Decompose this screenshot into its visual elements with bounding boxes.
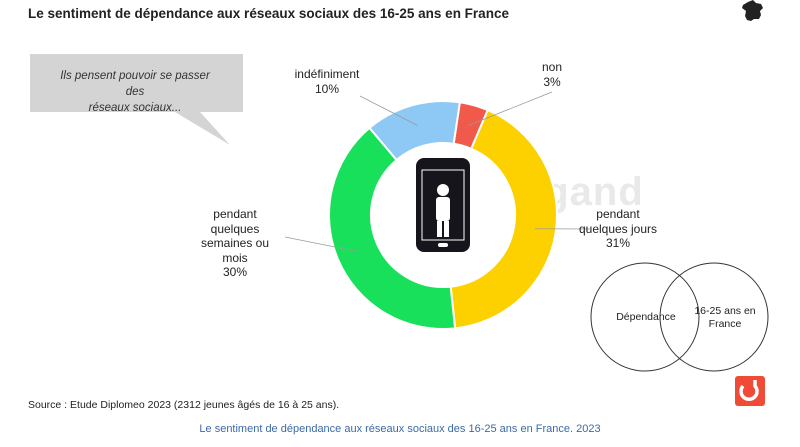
data-label-value: 30% xyxy=(222,265,248,279)
data-label-text: mois xyxy=(222,250,248,265)
data-label-text: pendant xyxy=(596,207,640,221)
brand-logo xyxy=(735,376,765,406)
data-label-1: pendant quelques jours 31% xyxy=(573,207,663,251)
data-label-text: non xyxy=(541,60,563,74)
speech-bubble-text: Ils pensent pouvoir se passer des réseau… xyxy=(50,68,220,116)
source-note: Source : Etude Diplomeo 2023 (2312 jeune… xyxy=(28,399,340,411)
donut-slice-2 xyxy=(328,126,457,330)
speech-bubble-line-2: réseaux sociaux... xyxy=(88,102,182,114)
chart-title: Le sentiment de dépendance aux réseaux s… xyxy=(28,6,509,21)
data-label-0: non 3% xyxy=(527,60,577,89)
data-label-text: quelques jours xyxy=(578,221,658,236)
venn-right-line-1: 16-25 ans en xyxy=(694,305,756,317)
data-label-3: indéfiniment 10% xyxy=(282,67,372,96)
venn-right-line-2: France xyxy=(708,318,742,330)
data-label-value: 3% xyxy=(543,74,561,89)
venn-right-label: 16-25 ans en France xyxy=(685,305,765,331)
data-label-text: pendant xyxy=(213,207,257,221)
data-label-value: 31% xyxy=(605,236,631,250)
leader-line-3 xyxy=(359,95,418,126)
leader-line-0 xyxy=(468,91,553,126)
speech-bubble-line-1: Ils pensent pouvoir se passer des xyxy=(60,70,210,98)
france-map-icon xyxy=(742,0,763,21)
data-label-text: quelques xyxy=(210,221,260,236)
data-label-value: 10% xyxy=(314,81,340,96)
donut-slice-3 xyxy=(368,100,461,162)
venn-diagram xyxy=(590,262,769,372)
venn-left-label: Dépendance xyxy=(616,311,676,323)
data-label-text: indéfiniment xyxy=(294,67,360,81)
leader-line-2 xyxy=(284,236,358,252)
phone-icon xyxy=(416,158,470,252)
footer-caption: Le sentiment de dépendance aux réseaux s… xyxy=(199,423,601,435)
donut-slice-1 xyxy=(449,108,558,330)
data-label-text: semaines ou xyxy=(200,236,270,250)
data-label-2: pendant quelques semaines ou mois 30% xyxy=(190,207,280,280)
